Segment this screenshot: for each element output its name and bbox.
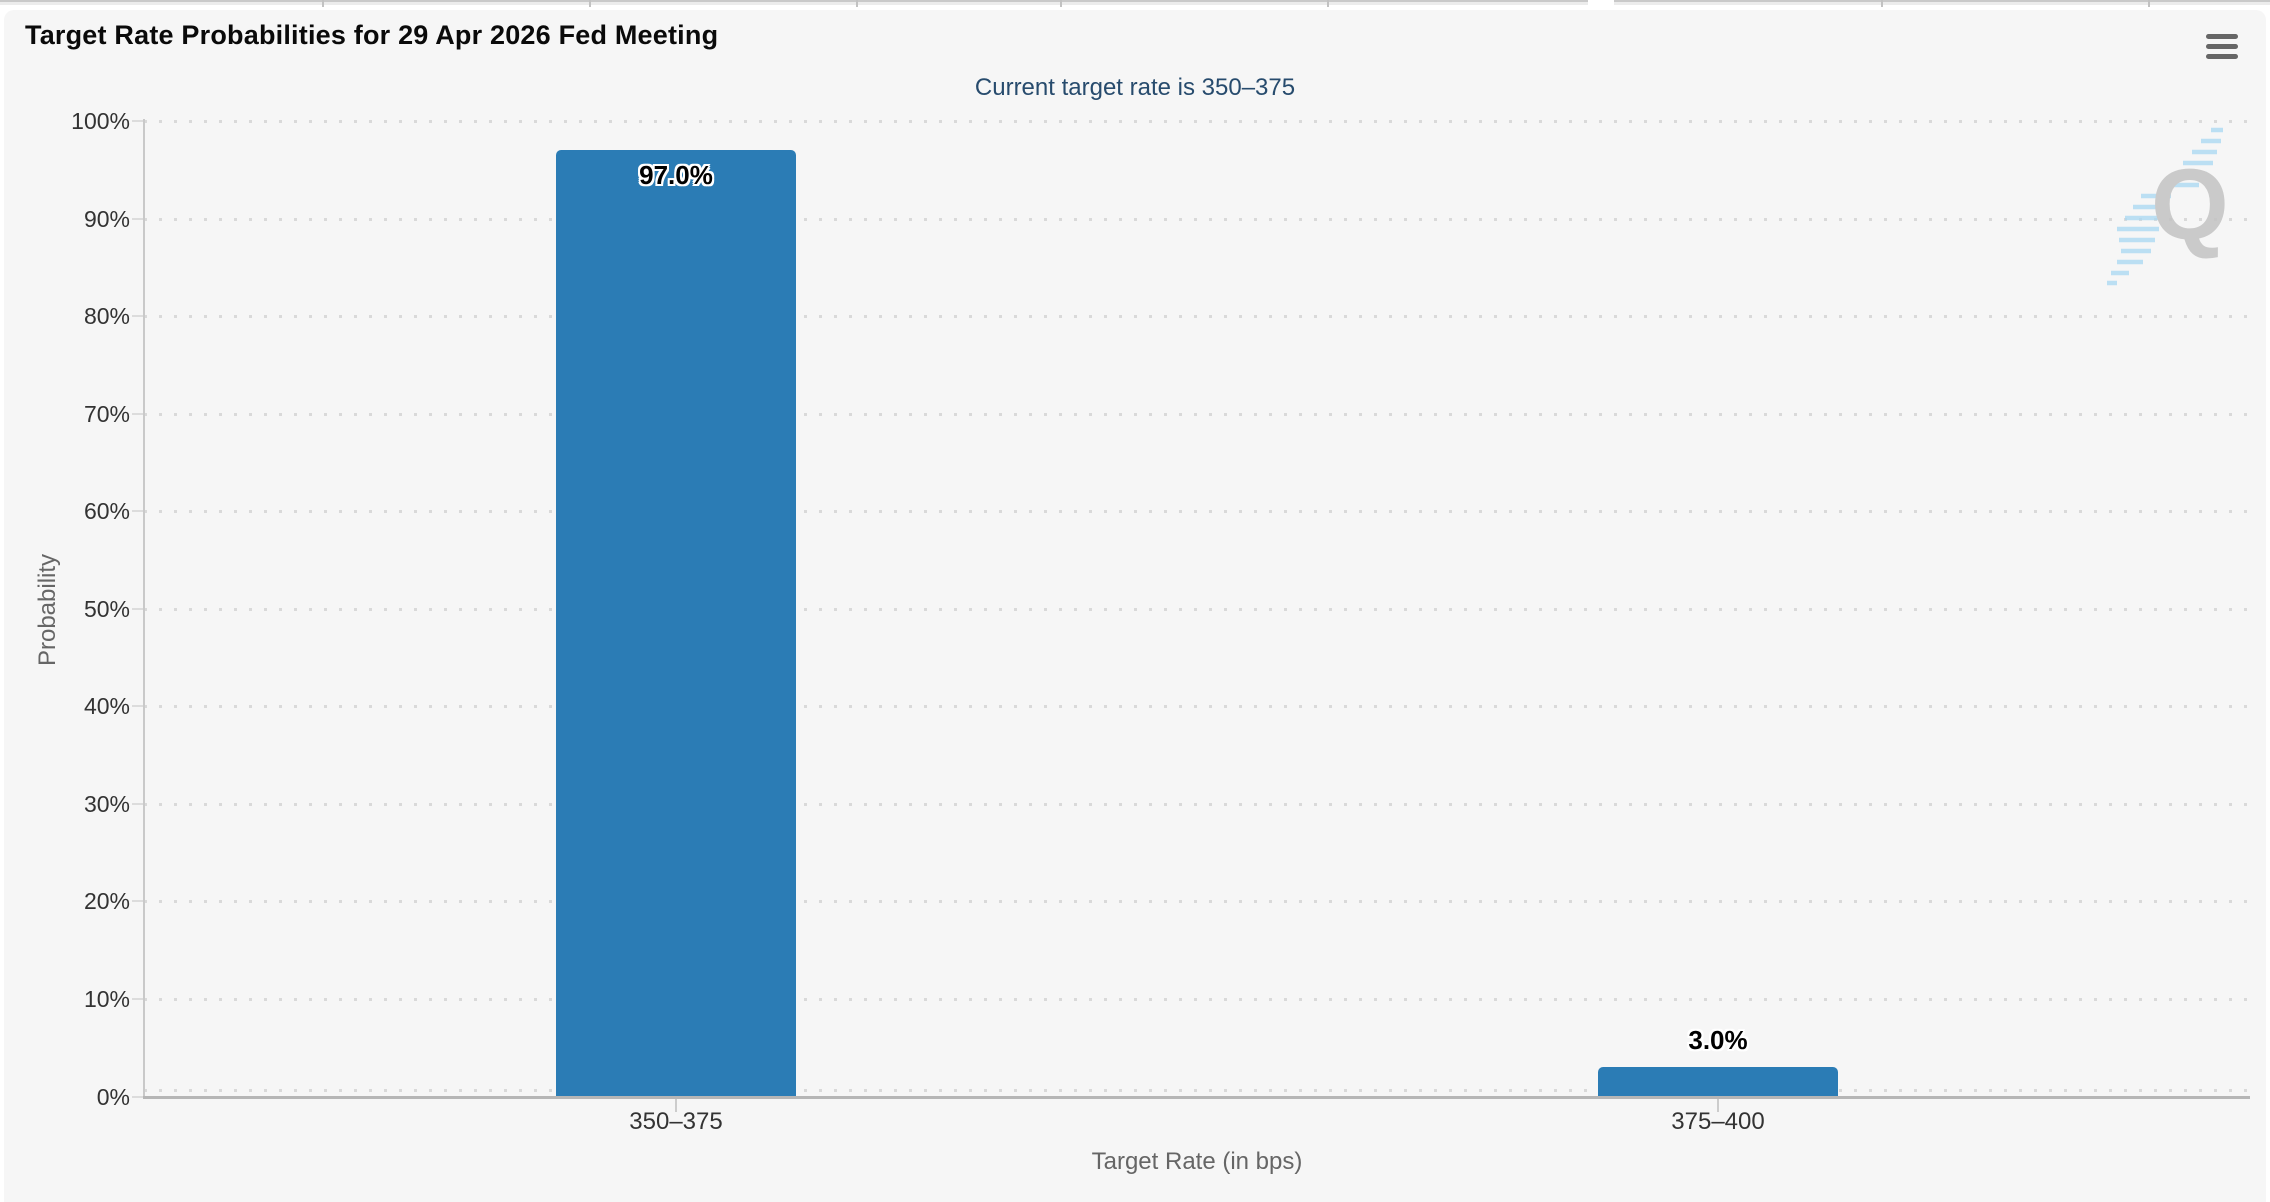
y-axis-title: Probability [34,553,61,667]
y-tick [132,120,144,122]
y-tick-label: 50% [83,596,130,622]
y-tick-label: 10% [83,986,130,1012]
y-tick [132,1096,144,1098]
y-axis-line [143,119,145,1098]
bar-value-label: 97.0% [639,160,713,191]
x-tick [675,1099,677,1112]
y-tick-label: 90% [83,206,130,232]
gridline-60 [144,510,2250,513]
tab-divider [589,0,591,7]
bar-value-label: 3.0% [1688,1024,1748,1055]
y-tick [132,218,144,220]
chart-subtitle: Current target rate is 350–375 [974,74,1296,101]
y-tick [132,510,144,512]
active-tab-gap [1588,0,1614,7]
tab-divider [1881,0,1883,7]
x-axis-line [143,1096,2250,1099]
hamburger-menu-icon [2206,53,2238,59]
gridline-100 [144,120,2250,123]
tab-divider [322,0,324,7]
gridline-40 [144,705,2250,708]
y-tick-label: 70% [83,401,130,427]
y-tick [132,608,144,610]
tab-divider [2148,0,2150,7]
y-tick-label: 20% [83,888,130,914]
y-tick-label: 60% [83,498,130,524]
gridline-10 [144,998,2250,1001]
x-category-label: 375–400 [1671,1108,1765,1135]
quikstrike-watermark-logo: Q [2095,120,2245,290]
clipped-tab-strip [0,0,2270,7]
bar-375-400[interactable]: 3.0% [1598,1025,1838,1096]
x-axis-title: Target Rate (in bps) [1091,1148,1303,1175]
x-tick [1717,1099,1719,1112]
hamburger-menu-icon [2206,43,2238,49]
watermark-q-letter: Q [2151,149,2229,261]
y-tick-label: 100% [71,108,130,134]
y-tick [132,900,144,902]
tab-divider [1060,0,1062,7]
y-tick [132,705,144,707]
y-tick-label: 40% [83,693,130,719]
gridline-0 [144,1089,2250,1092]
tab-divider [1327,0,1329,7]
y-tick [132,803,144,805]
y-tick [132,998,144,1000]
gridline-80 [144,315,2250,318]
gridline-30 [144,803,2250,806]
lightning-dashes-icon [2107,127,2223,286]
gridline-70 [144,413,2250,416]
y-tick-label: 30% [83,791,130,817]
chart-container [4,10,2266,1202]
tab-divider [856,0,858,7]
bar-350-375[interactable]: 97.0% [556,150,796,1096]
y-tick-label: 80% [83,303,130,329]
chart-title: Target Rate Probabilities for 29 Apr 202… [25,20,719,50]
y-tick-label: 0% [96,1084,130,1110]
y-tick [132,413,144,415]
chart-menu-button[interactable] [2198,24,2246,68]
gridline-90 [144,218,2250,221]
hamburger-menu-icon [2206,33,2238,39]
x-category-label: 350–375 [629,1108,723,1135]
gridline-50 [144,608,2250,611]
y-tick [132,315,144,317]
gridline-20 [144,900,2250,903]
